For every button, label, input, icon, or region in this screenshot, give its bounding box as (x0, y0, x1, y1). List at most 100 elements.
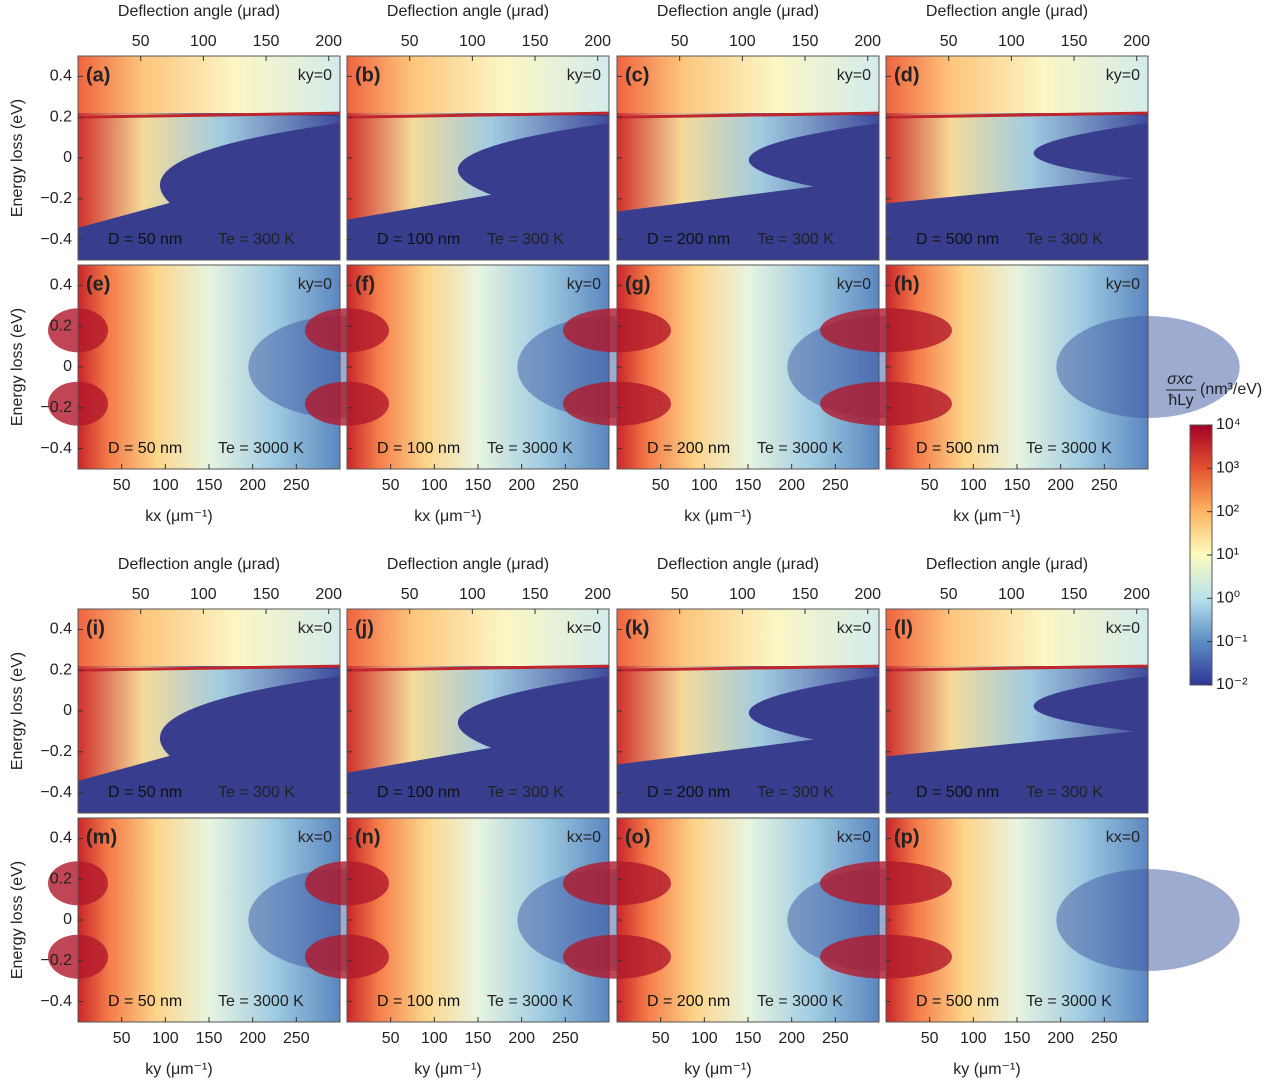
heatmap-top (347, 609, 609, 667)
x-axis-label: kx (μm⁻¹) (684, 508, 751, 525)
heatmap-top (78, 609, 340, 667)
top-tick-label: 150 (253, 586, 280, 603)
x-tick-label: 150 (1004, 1030, 1031, 1047)
y-tick-label: −0.2 (40, 190, 72, 207)
temperature: Te = 300 K (218, 784, 295, 801)
top-tick-label: 200 (854, 586, 881, 603)
y-tick-label: 0 (63, 149, 72, 166)
x-tick-label: 100 (152, 477, 179, 494)
panel-label: (l) (894, 617, 913, 639)
top-tick-label: 200 (315, 586, 342, 603)
top-tick-label: 100 (190, 33, 217, 50)
panel-label: (g) (625, 273, 651, 295)
thickness: D = 200 nm (647, 993, 730, 1010)
y-tick-label: 0 (63, 358, 72, 375)
top-axis-label: Deflection angle (μrad) (657, 3, 819, 20)
x-tick-label: 50 (652, 477, 670, 494)
top-tick-label: 50 (671, 586, 689, 603)
y-tick-label: 0.4 (50, 830, 72, 847)
thickness: D = 500 nm (916, 231, 999, 248)
top-axis-label: Deflection angle (μrad) (387, 3, 549, 20)
fixed-k: kx=0 (1106, 829, 1140, 846)
thickness: D = 100 nm (377, 993, 460, 1010)
top-tick-label: 200 (1123, 33, 1150, 50)
heatmap-band (346, 111, 610, 119)
temperature: Te = 3000 K (1026, 993, 1112, 1010)
colorbar-tick-label: 10³ (1216, 460, 1240, 477)
y-tick-label: 0.2 (50, 661, 72, 678)
heatmap-tongue (347, 113, 609, 220)
y-tick-label: 0.2 (50, 870, 72, 887)
x-tick-label: 200 (1047, 1030, 1074, 1047)
heatmap-top (886, 56, 1148, 114)
fixed-k: ky=0 (567, 276, 601, 293)
fixed-k: kx=0 (837, 620, 871, 637)
x-tick-label: 150 (735, 477, 762, 494)
x-tick-label: 250 (1091, 477, 1118, 494)
temperature: Te = 300 K (487, 231, 564, 248)
x-tick-label: 250 (283, 1030, 310, 1047)
y-tick-label: −0.4 (40, 993, 72, 1010)
temperature: Te = 3000 K (218, 440, 304, 457)
x-tick-label: 100 (421, 1030, 448, 1047)
heatmap-tongue (347, 666, 609, 773)
y-tick-label: 0.4 (50, 277, 72, 294)
temperature: Te = 300 K (218, 231, 295, 248)
temperature: Te = 300 K (1026, 784, 1103, 801)
panel-label: (i) (86, 617, 105, 639)
x-tick-label: 50 (652, 1030, 670, 1047)
x-tick-label: 100 (691, 477, 718, 494)
y-axis-label: Energy loss (eV) (9, 861, 26, 979)
top-axis-label: Deflection angle (μrad) (926, 3, 1088, 20)
top-tick-label: 200 (854, 33, 881, 50)
panel-label: (p) (894, 826, 920, 848)
thickness: D = 100 nm (377, 440, 460, 457)
top-tick-label: 200 (315, 33, 342, 50)
fixed-k: ky=0 (298, 276, 332, 293)
x-tick-label: 50 (921, 1030, 939, 1047)
colorbar-tick-label: 10⁰ (1216, 590, 1240, 607)
fixed-k: kx=0 (837, 829, 871, 846)
x-axis-label: kx (μm⁻¹) (145, 508, 212, 525)
thickness: D = 100 nm (377, 231, 460, 248)
fixed-k: ky=0 (298, 67, 332, 84)
x-axis-label: ky (μm⁻¹) (953, 1061, 1020, 1078)
y-tick-label: −0.4 (40, 231, 72, 248)
y-axis-label: Energy loss (eV) (9, 652, 26, 770)
x-tick-label: 150 (196, 1030, 223, 1047)
x-tick-label: 250 (552, 477, 579, 494)
thickness: D = 200 nm (647, 784, 730, 801)
x-tick-label: 50 (113, 1030, 131, 1047)
thickness: D = 50 nm (108, 784, 182, 801)
heatmap-band (77, 111, 341, 119)
top-tick-label: 100 (998, 33, 1025, 50)
top-tick-label: 150 (522, 586, 549, 603)
top-tick-label: 150 (792, 33, 819, 50)
panel-label: (f) (355, 273, 375, 295)
temperature: Te = 3000 K (757, 440, 843, 457)
heatmap-band (616, 664, 880, 672)
top-tick-label: 100 (729, 33, 756, 50)
panel-label: (c) (625, 64, 649, 86)
thickness: D = 100 nm (377, 784, 460, 801)
top-tick-label: 50 (401, 586, 419, 603)
panel-label: (d) (894, 64, 920, 86)
top-tick-label: 150 (1061, 33, 1088, 50)
thickness: D = 50 nm (108, 231, 182, 248)
temperature: Te = 3000 K (757, 993, 843, 1010)
heatmap-top (886, 609, 1148, 667)
x-tick-label: 200 (508, 1030, 535, 1047)
x-tick-label: 50 (921, 477, 939, 494)
x-tick-label: 250 (1091, 1030, 1118, 1047)
x-axis-label: kx (μm⁻¹) (414, 508, 481, 525)
top-tick-label: 150 (792, 586, 819, 603)
thickness: D = 500 nm (916, 784, 999, 801)
colorbar-tick-label: 10⁻² (1216, 676, 1248, 693)
x-tick-label: 250 (552, 1030, 579, 1047)
heatmap-tongue (78, 666, 340, 781)
heatmap-band (616, 111, 880, 119)
y-tick-label: −0.2 (40, 743, 72, 760)
top-tick-label: 50 (132, 586, 150, 603)
x-tick-label: 150 (196, 477, 223, 494)
